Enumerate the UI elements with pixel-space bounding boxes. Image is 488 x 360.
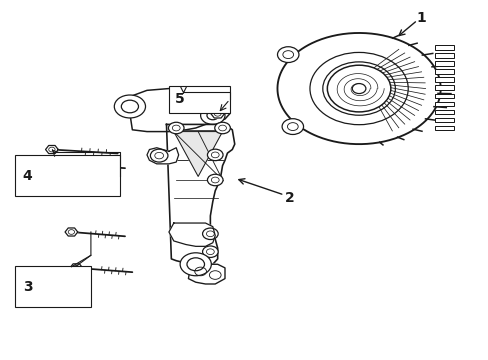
Polygon shape bbox=[173, 132, 222, 176]
Text: 2: 2 bbox=[284, 190, 294, 204]
Circle shape bbox=[351, 84, 365, 94]
Bar bbox=[15, 266, 91, 307]
Bar bbox=[434, 45, 453, 50]
Bar bbox=[434, 102, 453, 106]
Polygon shape bbox=[65, 228, 78, 236]
Polygon shape bbox=[168, 223, 215, 246]
Bar bbox=[434, 61, 453, 66]
Circle shape bbox=[114, 95, 145, 118]
Text: 3: 3 bbox=[22, 280, 32, 294]
Circle shape bbox=[214, 122, 230, 134]
Circle shape bbox=[200, 107, 224, 125]
Bar bbox=[434, 85, 453, 90]
Polygon shape bbox=[127, 89, 229, 132]
Polygon shape bbox=[210, 109, 224, 118]
Circle shape bbox=[202, 246, 218, 257]
Circle shape bbox=[180, 253, 211, 276]
Bar bbox=[434, 118, 453, 122]
Polygon shape bbox=[176, 90, 190, 98]
Circle shape bbox=[282, 119, 303, 135]
Polygon shape bbox=[55, 160, 68, 168]
Bar bbox=[434, 94, 453, 98]
Circle shape bbox=[202, 228, 218, 239]
Text: 5: 5 bbox=[174, 92, 184, 106]
Text: 1: 1 bbox=[415, 11, 425, 25]
Circle shape bbox=[207, 174, 223, 186]
Bar bbox=[434, 53, 453, 58]
Text: 4: 4 bbox=[22, 169, 32, 183]
Circle shape bbox=[326, 65, 390, 112]
Circle shape bbox=[168, 122, 183, 134]
Polygon shape bbox=[188, 264, 224, 284]
Polygon shape bbox=[277, 33, 440, 144]
Bar bbox=[434, 77, 453, 82]
Polygon shape bbox=[45, 145, 58, 154]
Bar bbox=[15, 155, 120, 196]
Polygon shape bbox=[166, 125, 234, 268]
Circle shape bbox=[277, 47, 298, 63]
Bar bbox=[168, 86, 229, 113]
Polygon shape bbox=[70, 264, 82, 272]
Bar bbox=[434, 110, 453, 114]
Bar bbox=[434, 126, 453, 130]
Bar bbox=[434, 69, 453, 74]
Circle shape bbox=[207, 149, 223, 161]
Polygon shape bbox=[147, 148, 178, 164]
